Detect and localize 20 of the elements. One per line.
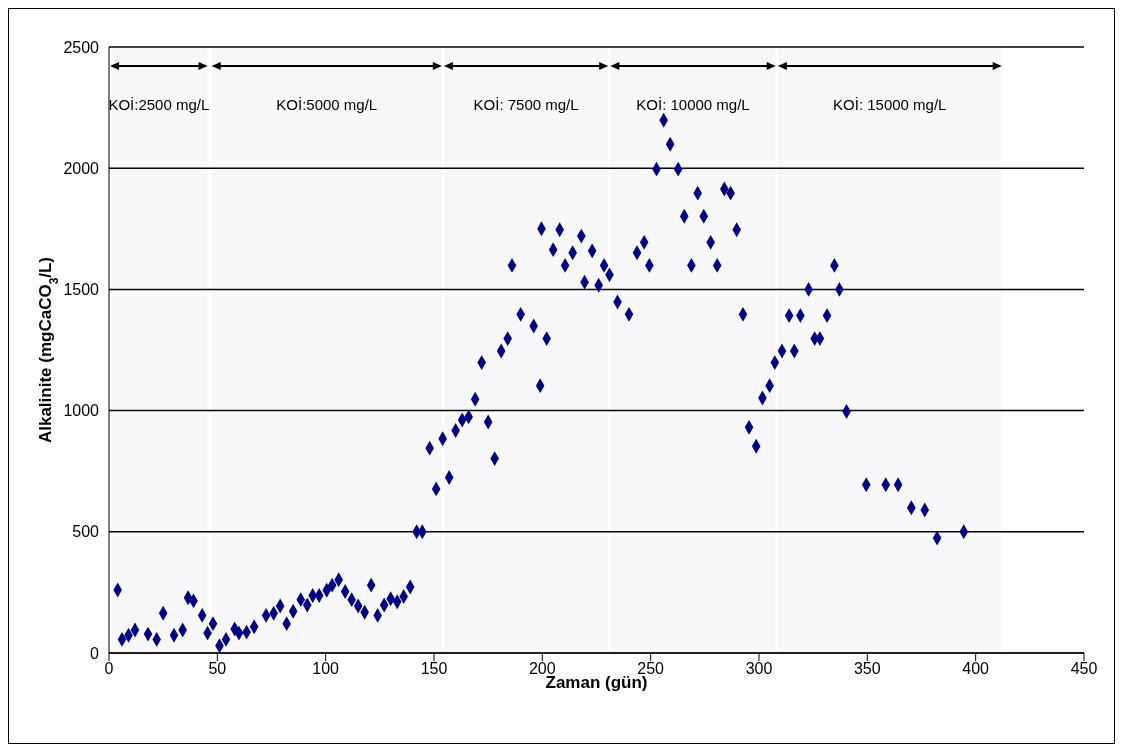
y-tick-label: 2000 [63,159,100,177]
x-axis-title: Zaman (gün) [545,673,648,692]
x-tick-label: 100 [312,660,340,678]
x-tick-label: 400 [962,660,990,678]
band-label: KOİ:5000 mg/L [276,96,378,113]
band-label: KOİ: 10000 mg/L [636,96,750,113]
y-tick-label: 1500 [63,281,100,299]
x-tick-label: 300 [745,660,773,678]
y-tick-label: 1000 [63,402,100,420]
y-tick-label: 500 [72,523,100,541]
band-label: KOİ: 15000 mg/L [833,96,947,113]
x-tick-label: 450 [1070,660,1098,678]
band-label: KOİ:2500 mg/L [108,96,210,113]
x-tick-label: 50 [208,660,227,678]
x-tick-label: 150 [420,660,448,678]
x-tick-label: 0 [104,660,114,678]
y-tick-label: 0 [90,644,100,662]
x-tick-label: 350 [853,660,881,678]
y-tick-label: 2500 [63,38,100,56]
band-label: KOİ: 7500 mg/L [473,96,579,113]
